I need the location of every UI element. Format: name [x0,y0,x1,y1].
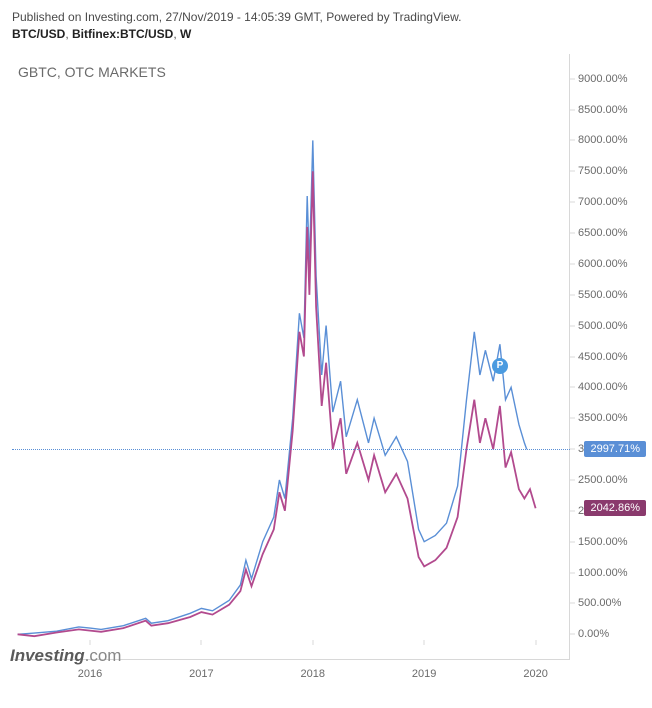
ytick-label: 5000.00% [578,320,628,332]
powered-name: TradingView [393,10,458,24]
watermark-brand: Investing [10,646,85,665]
publish-date: , 27/Nov/2019 - 14:05:39 GMT, [159,10,326,24]
ytick-mark [570,449,575,450]
marker-p-icon: P [492,358,508,374]
timeframe: W [180,27,191,41]
ytick-mark [570,387,575,388]
ytick-mark [570,356,575,357]
ytick-label: 5500.00% [578,289,628,301]
ytick-mark [570,634,575,635]
plot-region[interactable]: P [12,54,570,660]
ytick-mark [570,294,575,295]
xtick-label: 2020 [523,668,547,680]
site-name: Investing.com [85,10,159,24]
ytick-label: 7000.00% [578,196,628,208]
published-prefix: Published on [12,10,85,24]
ytick-label: 4500.00% [578,351,628,363]
ytick-mark [570,202,575,203]
ytick-mark [570,263,575,264]
series-BTC/USD [18,140,527,634]
ytick-mark [570,233,575,234]
ytick-label: 0.00% [578,628,609,640]
ytick-mark [570,572,575,573]
period: . [458,10,461,24]
ytick-mark [570,171,575,172]
xtick-label: 2017 [189,668,213,680]
ytick-label: 6000.00% [578,258,628,270]
y-axis: 0.00%500.00%1000.00%1500.00%2000.00%2500… [570,54,646,660]
symbol-secondary: Bitfinex:BTC/USD [72,27,173,41]
ytick-mark [570,510,575,511]
ytick-label: 6500.00% [578,227,628,239]
ytick-label: 3500.00% [578,412,628,424]
ytick-mark [570,78,575,79]
watermark: Investing.com [10,646,121,666]
ytick-mark [570,541,575,542]
ytick-label: 9000.00% [578,73,628,85]
xtick-label: 2018 [301,668,325,680]
ytick-label: 7500.00% [578,165,628,177]
ytick-mark [570,325,575,326]
ytick-label: 500.00% [578,597,621,609]
chart-header: Published on Investing.com, 27/Nov/2019 … [0,0,652,45]
ytick-label: 4000.00% [578,381,628,393]
price-tag: 2997.71% [584,441,646,457]
powered-by: Powered by [326,10,393,24]
chart-area: GBTC, OTC MARKETS P 0.00% 500.00% 1000.00%… [12,54,646,680]
ytick-mark [570,109,575,110]
watermark-tld: .com [85,646,122,665]
header-line2: BTC/USD, Bitfinex:BTC/USD, W [12,27,640,41]
price-line [12,449,570,450]
ytick-label: 1000.00% [578,567,628,579]
header-line1: Published on Investing.com, 27/Nov/2019 … [12,10,640,24]
ytick-mark [570,140,575,141]
price-tag: 2042.86% [584,500,646,516]
xtick-label: 2019 [412,668,436,680]
ytick-label: 8500.00% [578,104,628,116]
ytick-mark [570,479,575,480]
chart-svg [12,54,569,659]
symbol-primary: BTC/USD [12,27,65,41]
ytick-label: 1500.00% [578,536,628,548]
chart-subtitle: GBTC, OTC MARKETS [18,64,166,80]
ytick-label: 2500.00% [578,474,628,486]
ytick-mark [570,418,575,419]
series-GBTC [18,171,536,636]
ytick-mark [570,603,575,604]
xtick-label: 2016 [78,668,102,680]
ytick-label: 8000.00% [578,134,628,146]
